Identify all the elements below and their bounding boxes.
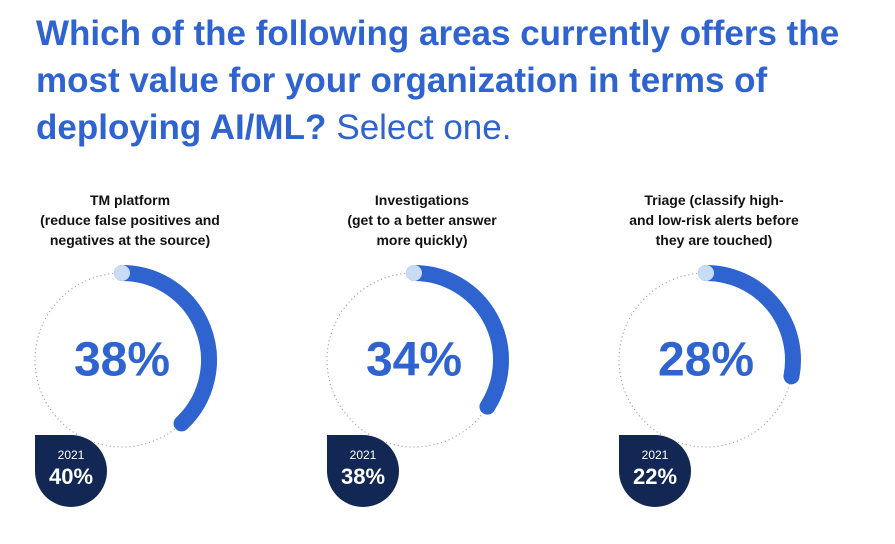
value-arc xyxy=(114,265,217,432)
value-arc xyxy=(698,265,801,385)
panel-label-line: more quickly) xyxy=(376,232,468,248)
prev-year-label: 2021 xyxy=(641,448,669,462)
donut-chart: 28% xyxy=(618,265,801,448)
value-label: 38% xyxy=(74,334,170,387)
donut-panel-tm-platform: TM platform (reduce false positives and … xyxy=(0,190,260,530)
value-label: 34% xyxy=(366,334,462,387)
value-label: 28% xyxy=(658,334,754,387)
prev-year-value: 40% xyxy=(48,464,94,489)
donut-panel-triage: Triage (classify high- and low-risk aler… xyxy=(584,190,844,530)
prev-year-badge: 2021 40% xyxy=(35,435,107,507)
arc-start-cap xyxy=(406,265,422,281)
arc-start-cap xyxy=(114,265,130,281)
panel-label-line: Investigations xyxy=(374,192,470,208)
prev-year-value: 22% xyxy=(632,464,678,489)
panel-label-line: (get to a better answer xyxy=(347,212,497,228)
title-bold: Which of the following areas currently o… xyxy=(36,14,840,147)
panel-label-line: Triage (classify high- xyxy=(644,192,784,208)
panel-label: Triage (classify high- and low-risk aler… xyxy=(584,190,844,250)
donut-chart: 34% xyxy=(326,265,509,448)
chart-title: Which of the following areas currently o… xyxy=(36,10,876,151)
prev-year-badge: 2021 38% xyxy=(327,435,399,507)
panel-label-line: (reduce false positives and xyxy=(40,212,220,228)
panel-label-line: negatives at the source) xyxy=(49,232,211,248)
donut-chart: 38% xyxy=(34,265,217,448)
prev-year-value: 38% xyxy=(340,464,386,489)
panel-label-line: they are touched) xyxy=(655,232,773,248)
title-light: Select one. xyxy=(336,108,512,147)
prev-year-label: 2021 xyxy=(349,448,377,462)
arc-start-cap xyxy=(698,265,714,281)
donut-panel-investigations: Investigations (get to a better answer m… xyxy=(292,190,552,530)
panel-label: TM platform (reduce false positives and … xyxy=(0,190,260,250)
prev-year-label: 2021 xyxy=(57,448,85,462)
value-arc xyxy=(406,265,509,415)
prev-year-badge: 2021 22% xyxy=(619,435,691,507)
panel-label: Investigations (get to a better answer m… xyxy=(292,190,552,250)
panel-label-line: and low-risk alerts before xyxy=(629,212,799,228)
panel-label-line: TM platform xyxy=(89,192,171,208)
